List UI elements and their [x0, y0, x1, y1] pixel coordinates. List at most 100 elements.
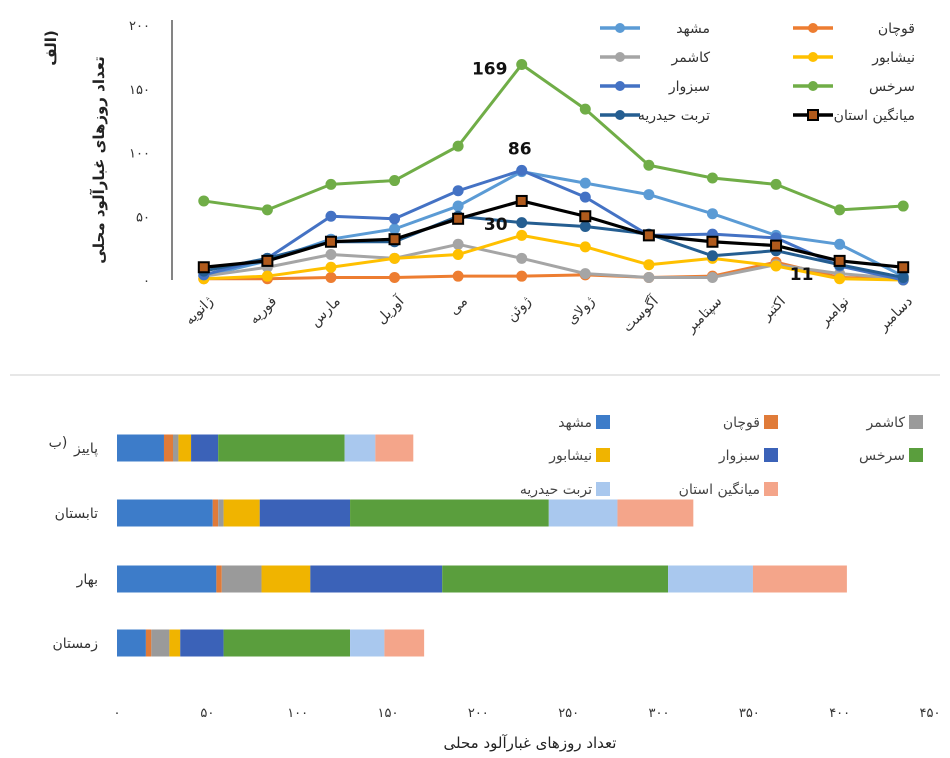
x-tick-label: می [446, 294, 471, 319]
data-point [579, 210, 592, 223]
legend-label: مشهد [558, 415, 592, 431]
series-line [203, 170, 904, 278]
x-tick-label: ژولای [564, 293, 598, 327]
y-tick-label: ۱۰۰ [129, 147, 150, 162]
data-point [325, 249, 337, 260]
legend-swatch [909, 415, 923, 429]
data-label: 86 [508, 139, 532, 159]
x-tick-label: اکتبر [758, 294, 789, 325]
x-tick-label: سپتامبر [682, 294, 725, 337]
data-point [770, 178, 782, 190]
data-point [452, 200, 464, 212]
category-label: پاییز [73, 441, 98, 457]
x-tick-label: آوریل [373, 292, 408, 327]
data-point [452, 212, 465, 225]
y-tick-label: ۲۰۰ [129, 19, 150, 34]
panel-label-a: الف) [42, 30, 60, 66]
legend-label: نیشابور [548, 448, 592, 464]
legend-label: مشهد [676, 21, 710, 37]
legend-label: میانگین استان [679, 481, 760, 498]
bar-segment [151, 629, 170, 657]
legend-label: کاشمر [671, 50, 711, 66]
bar-segment [223, 629, 351, 657]
data-point [579, 241, 591, 253]
data-point [516, 59, 528, 71]
bar-segment [216, 565, 222, 593]
legend-label: سبزوار [668, 79, 710, 95]
x-tick-label: ۱۵۰ [378, 706, 399, 721]
data-point [261, 254, 274, 267]
legend-marker [615, 23, 625, 33]
series-line [203, 199, 904, 269]
data-point [579, 191, 591, 203]
data-point [706, 208, 718, 220]
data-point [261, 270, 273, 282]
y-tick-label: ۵۰ [136, 210, 150, 225]
legend-swatch [764, 415, 778, 429]
bar-segment [169, 629, 181, 657]
data-point [897, 200, 909, 212]
x-tick-label: ۳۰۰ [649, 706, 670, 721]
x-tick-label: مارس [307, 294, 344, 331]
x-tick-label: ۰ [114, 706, 121, 721]
x-tick-label: ۵۰ [200, 706, 214, 721]
bar-segment [375, 434, 414, 462]
x-tick-label: ۲۵۰ [558, 706, 579, 721]
bar-segment [178, 434, 192, 462]
x-tick-label: ۳۵۰ [739, 706, 760, 721]
bar-segment [163, 434, 174, 462]
x-tick-label: ۱۰۰ [287, 706, 308, 721]
legend-label: سرخس [869, 79, 915, 95]
data-point [198, 195, 210, 207]
bar-segment [180, 629, 224, 657]
panel-label-b: ب) [49, 435, 68, 451]
bar-segment [212, 499, 219, 527]
legend-swatch [764, 482, 778, 496]
legend-marker [615, 110, 625, 120]
bar-segment [117, 565, 217, 593]
data-point [834, 204, 846, 216]
data-point [516, 270, 528, 282]
legend-swatch [596, 448, 610, 462]
data-point [833, 254, 846, 267]
bar-segment [117, 499, 213, 527]
data-point [643, 159, 655, 171]
data-point [197, 261, 210, 274]
legend-label: قوچان [723, 415, 760, 431]
data-point [897, 271, 909, 283]
data-point [452, 270, 464, 282]
legend-marker [808, 81, 818, 91]
data-point [452, 185, 464, 197]
bar-segment [261, 565, 311, 593]
bar-segment [668, 565, 753, 593]
data-point [579, 177, 591, 189]
data-point [706, 172, 718, 184]
legend-marker [615, 52, 625, 62]
seasonal-bar-chart: ۰ ۵۰ ۱۰۰ ۱۵۰ ۲۰۰ ۲۵۰ ۳۰۰ ۳۵۰ ۴۰۰ ۴۵۰ تعداد روزهای … [49, 415, 940, 752]
x-tick-label: آگوست [619, 292, 662, 335]
data-label: 11 [790, 265, 814, 285]
data-point [452, 140, 464, 152]
legend-label: تربت حیدریه [520, 482, 592, 498]
bar-segment [191, 434, 219, 462]
legend-swatch [764, 448, 778, 462]
bar-segment [617, 499, 694, 527]
x-tick-label: دسامبر [875, 294, 916, 335]
data-point [389, 271, 401, 283]
data-point [389, 175, 401, 187]
bar-segment [442, 565, 669, 593]
data-point [706, 271, 718, 283]
data-point [389, 252, 401, 264]
x-tick-label: نوامبر [816, 294, 852, 330]
legend-label: تربت حیدریه [638, 108, 710, 124]
data-point [516, 229, 528, 241]
data-point [325, 210, 337, 222]
data-point [834, 273, 846, 285]
category-label: زمستان [52, 636, 98, 652]
data-point [516, 217, 528, 229]
legend-marker [807, 109, 819, 121]
category-label: تابستان [55, 506, 98, 522]
data-point [452, 238, 464, 250]
x-tick-label: ۲۰۰ [468, 706, 489, 721]
series-line [203, 63, 904, 212]
